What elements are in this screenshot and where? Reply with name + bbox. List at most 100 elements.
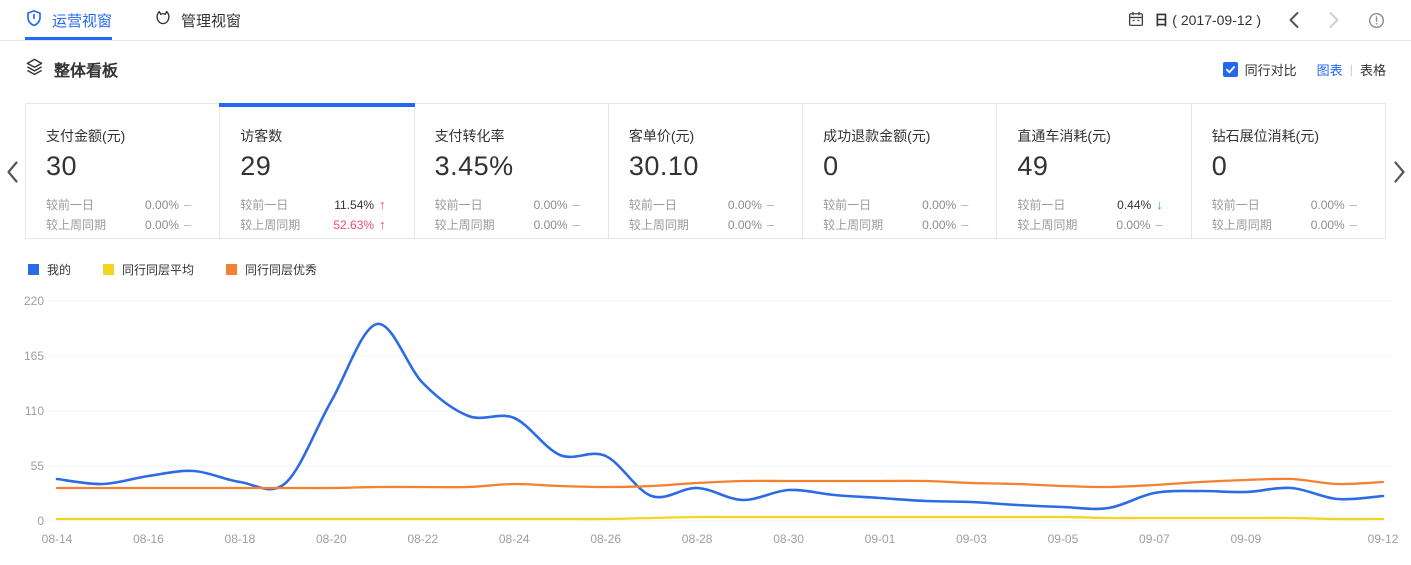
x-axis-tick-label: 08-20: [316, 532, 347, 546]
trend-flat-icon: –: [184, 217, 192, 232]
legend-item[interactable]: 我的: [28, 261, 71, 278]
compare-label: 较上周同期: [1211, 218, 1272, 232]
metric-compare-row: 较前一日 0.00% –: [629, 195, 786, 215]
metric-value: 0: [1211, 151, 1228, 181]
compare-label: 较前一日: [240, 198, 289, 212]
legend-label: 同行同层平均: [122, 262, 195, 277]
legend-label: 我的: [47, 262, 72, 277]
trend-flat-icon: –: [1349, 197, 1357, 212]
date-value: ( 2017-09-12 ): [1172, 12, 1261, 28]
tab-management-view[interactable]: 管理视窗: [154, 0, 241, 40]
compare-value: 0.00% –: [145, 215, 191, 235]
metric-compare-row: 较前一日 0.00% –: [46, 195, 203, 215]
tab-label: 管理视窗: [181, 12, 242, 30]
x-axis-tick-label: 08-22: [407, 532, 438, 546]
metric-value: 49: [1017, 151, 1049, 181]
metric-compare-row: 较上周同期 0.00% –: [435, 215, 592, 235]
legend-item[interactable]: 同行同层平均: [103, 261, 194, 278]
compare-value: 0.44% ↓: [1117, 195, 1163, 215]
trend-flat-icon: –: [572, 217, 580, 232]
compare-label: 较上周同期: [46, 218, 107, 232]
date-next-button[interactable]: [1327, 11, 1341, 29]
metric-compare-row: 较前一日 0.00% –: [823, 195, 980, 215]
trend-flat-icon: –: [766, 217, 775, 232]
metric-title: 访客数: [240, 128, 283, 144]
x-axis-tick-label: 09-12: [1368, 532, 1399, 546]
compare-value: 52.63% ↑: [333, 215, 385, 235]
metric-card[interactable]: 客单价(元) 30.10 较前一日 0.00% – 较上周同期 0.00% –: [608, 104, 804, 238]
metric-title: 直通车消耗(元): [1017, 128, 1111, 144]
metric-title: 成功退款金额(元): [823, 128, 931, 144]
metric-compare-row: 较前一日 0.00% –: [1212, 195, 1369, 215]
view-table-link[interactable]: 表格: [1359, 62, 1386, 78]
compare-label: 较上周同期: [1017, 218, 1078, 232]
peer-compare-checkbox[interactable]: [1222, 61, 1238, 77]
metric-title: 客单价(元): [628, 128, 695, 144]
metric-value: 30: [46, 151, 78, 181]
info-icon[interactable]: [1367, 11, 1386, 30]
view-chart-link[interactable]: 图表: [1316, 62, 1343, 78]
metric-value: 0: [823, 151, 839, 181]
metric-compare-row: 较前一日 0.00% –: [435, 195, 592, 215]
compare-label: 较前一日: [628, 198, 677, 212]
chart-legend: 我的 同行同层平均 同行同层优秀: [28, 261, 1411, 277]
trend-flat-icon: –: [961, 197, 969, 212]
series-line: [55, 477, 1385, 490]
compare-value: 0.00% –: [728, 215, 774, 235]
compare-value: 0.00% –: [1311, 195, 1357, 215]
compare-value: 0.00% –: [922, 195, 968, 215]
compare-value: 0.00% –: [534, 195, 580, 215]
metric-card[interactable]: 支付金额(元) 30 较前一日 0.00% – 较上周同期 0.00% –: [26, 104, 221, 238]
metric-title: 支付金额(元): [46, 128, 126, 144]
trend-flat-icon: –: [961, 217, 969, 232]
date-mode-label: 日: [1154, 12, 1169, 28]
top-nav: 运营视窗 管理视窗: [0, 0, 1411, 41]
compare-value: 0.00% –: [145, 195, 191, 215]
compare-value: 0.00% –: [922, 215, 968, 235]
x-axis-tick-label: 08-30: [773, 532, 804, 546]
metric-card[interactable]: 支付转化率 3.45% 较前一日 0.00% – 较上周同期 0.00% –: [414, 104, 609, 238]
series-line: [55, 515, 1385, 521]
metric-value: 30.10: [628, 151, 699, 181]
trend-down-icon: ↓: [1156, 197, 1163, 212]
y-axis-tick-label: 165: [24, 349, 44, 363]
x-axis-tick-label: 08-18: [225, 532, 256, 546]
tab-operations-view[interactable]: 运营视窗: [25, 0, 113, 40]
x-axis-tick-label: 08-14: [42, 532, 73, 546]
x-axis-tick-label: 08-26: [590, 532, 621, 546]
date-prev-button[interactable]: [1287, 11, 1301, 29]
metric-compare-row: 较上周同期 0.00% –: [1017, 215, 1174, 235]
peer-compare-label[interactable]: 同行对比: [1244, 62, 1297, 78]
y-axis-tick-label: 220: [24, 294, 44, 308]
compare-label: 较前一日: [1017, 198, 1066, 212]
legend-item[interactable]: 同行同层优秀: [226, 261, 317, 278]
legend-label: 同行同层优秀: [245, 262, 318, 277]
view-separator: |: [1349, 61, 1353, 77]
legend-swatch-icon: [226, 263, 238, 275]
tab-label: 运营视窗: [52, 12, 113, 30]
y-axis-tick-label: 110: [25, 404, 44, 418]
metric-card[interactable]: 钻石展位消耗(元) 0 较前一日 0.00% – 较上周同期 0.00% –: [1191, 104, 1385, 238]
compare-value: 11.54% ↑: [334, 195, 385, 215]
metric-card[interactable]: 成功退款金额(元) 0 较前一日 0.00% – 较上周同期 0.00% –: [803, 104, 998, 238]
calendar-icon: [1127, 10, 1145, 31]
compare-label: 较上周同期: [434, 218, 495, 232]
trend-chart: 0 55 110 165 220 08-14 08-16 08-18 08-20 08-22 08-…: [24, 294, 1399, 546]
trend-flat-icon: –: [572, 197, 580, 212]
trend-up-icon: ↑: [379, 217, 386, 232]
metric-card[interactable]: 访客数 29 较前一日 11.54% ↑ 较上周同期 52.63% ↑: [219, 103, 415, 238]
metric-card[interactable]: 直通车消耗(元) 49 较前一日 0.44% ↓ 较上周同期 0.00% –: [997, 104, 1192, 238]
compare-label: 较上周同期: [628, 218, 689, 232]
compare-value: 0.00% –: [534, 215, 580, 235]
x-axis-tick-label: 09-03: [956, 532, 987, 546]
metric-value: 3.45%: [434, 151, 514, 181]
x-axis-tick-label: 08-24: [499, 532, 530, 546]
x-axis-tick-label: 09-09: [1230, 532, 1261, 546]
compare-label: 较上周同期: [240, 218, 301, 232]
metric-title: 钻石展位消耗(元): [1211, 128, 1320, 144]
cards-prev-button[interactable]: [2, 158, 22, 186]
metric-compare-row: 较前一日 11.54% ↑: [240, 195, 397, 215]
y-axis-tick-label: 0: [37, 514, 44, 528]
date-picker[interactable]: 日 ( 2017-09-12 ): [1127, 10, 1261, 31]
cards-next-button[interactable]: [1389, 158, 1409, 186]
